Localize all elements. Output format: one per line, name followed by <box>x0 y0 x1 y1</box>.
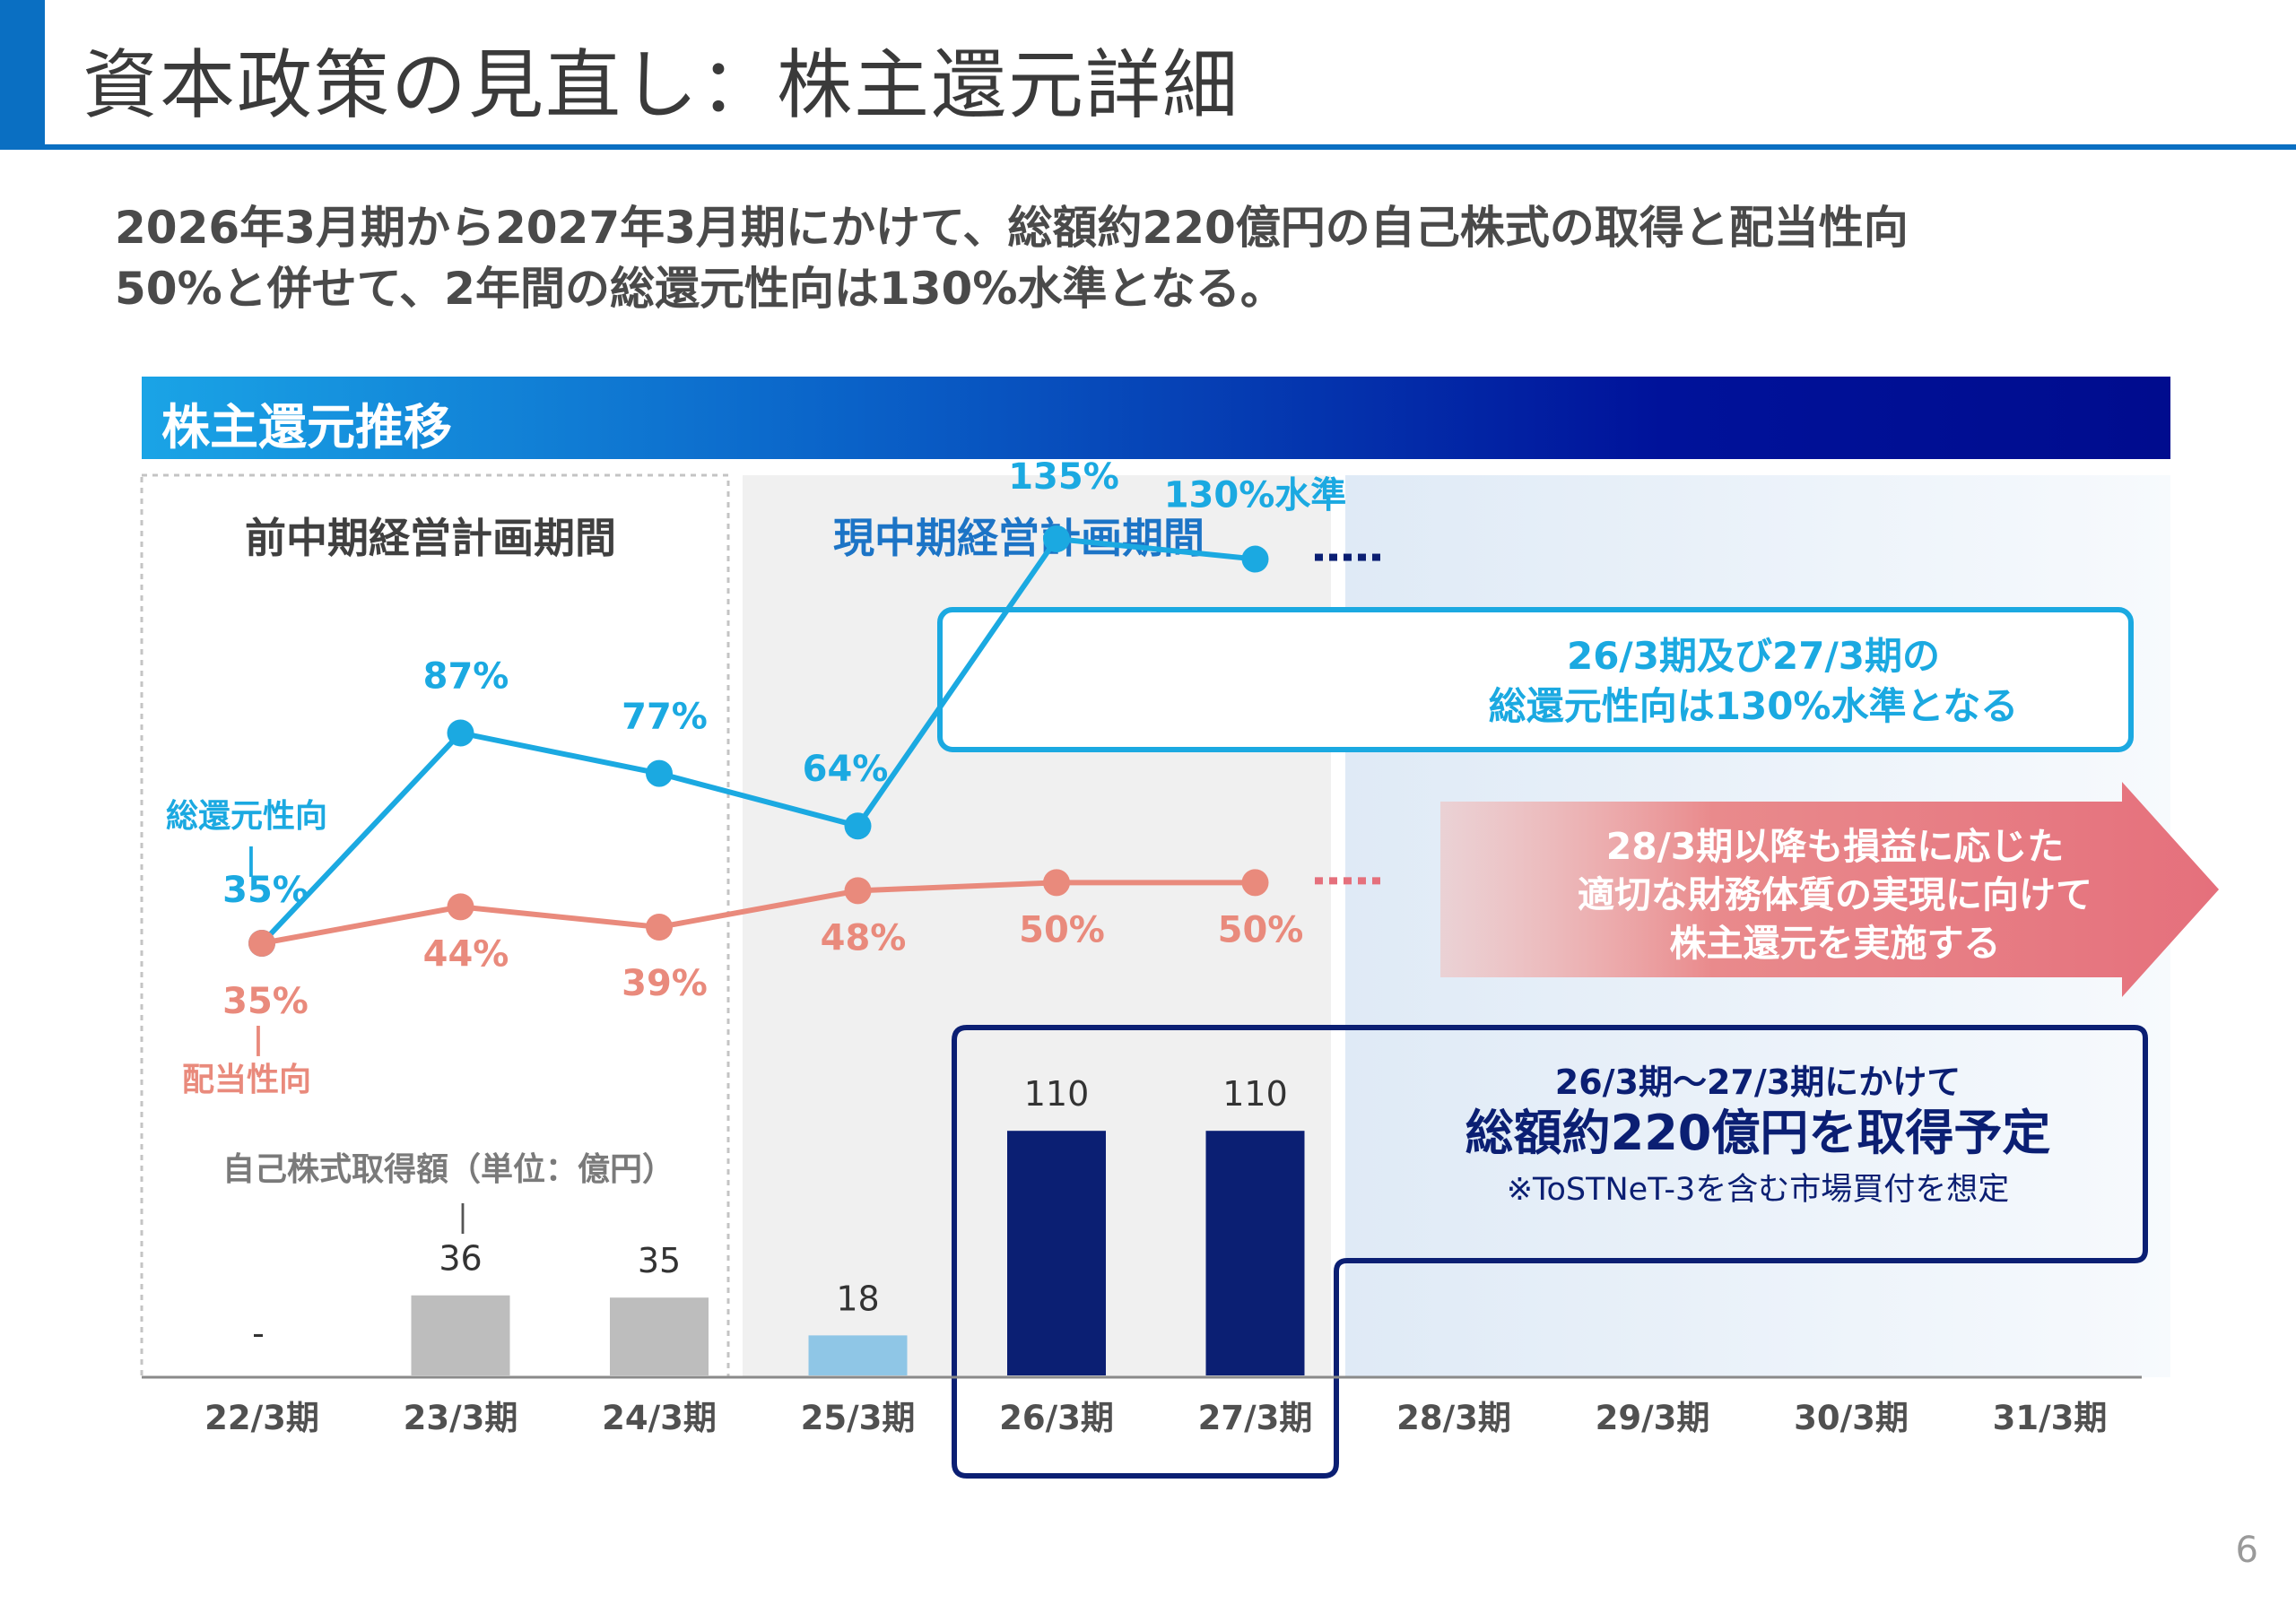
total-return-line <box>259 535 1256 946</box>
payout-point <box>447 893 474 921</box>
buyback-value-label: 110 <box>1222 1074 1288 1114</box>
x-tick-label: 24/3期 <box>602 1399 717 1437</box>
x-tick-label: 23/3期 <box>404 1399 518 1437</box>
total-return-value-label: 77% <box>622 697 708 738</box>
total-return-value-label: 130%水準 <box>1164 475 1347 516</box>
subtitle: 2026年3月期から2027年3月期にかけて、総額約220億円の自己株式の取得と… <box>115 197 2231 319</box>
total-return-value-label: 87% <box>423 655 509 697</box>
payout-value-label: 50% <box>1218 909 1304 950</box>
payout-value-label: 39% <box>622 963 708 1004</box>
total-return-point <box>1043 525 1070 552</box>
payout-point <box>1043 869 1070 897</box>
payout-point <box>1241 869 1269 897</box>
buyback-separator: | <box>457 1199 467 1235</box>
total-return-value-label: 64% <box>803 749 889 790</box>
x-tick-label: 26/3期 <box>999 1399 1114 1437</box>
total-return-value-label: 135% <box>1008 456 1119 498</box>
arrow-text-line-1: 28/3期以降も損益に応じた <box>1606 825 2065 868</box>
buyback-callout-line-3: ※ToSTNeT-3を含む市場買付を想定 <box>1507 1172 2010 1208</box>
arrow-text-line-3: 株主還元を実施する <box>1670 922 2001 965</box>
total-return-callout <box>937 607 2134 752</box>
buyback-callout-line-1: 26/3期～27/3期にかけて <box>1555 1063 1961 1102</box>
total-return-series-name: 総還元性向 <box>166 798 327 835</box>
total-return-point <box>844 812 872 840</box>
total-return-point <box>447 719 474 747</box>
title-accent-bar <box>0 0 45 150</box>
buyback-series-name: 自己株式取得額（単位：億円） <box>222 1151 674 1188</box>
payout-continuation-dot <box>1315 877 1323 885</box>
total-return-point <box>646 759 673 787</box>
section-title: 株主還元推移 <box>161 399 452 455</box>
payout-continuation-dot <box>1358 877 1366 885</box>
x-tick-label: 28/3期 <box>1396 1399 1511 1437</box>
x-tick-label: 29/3期 <box>1596 1399 1710 1437</box>
x-tick-label: 25/3期 <box>801 1399 916 1437</box>
title-rule <box>45 144 2296 150</box>
buyback-callout-line-2: 総額約220億円を取得予定 <box>1465 1105 2051 1161</box>
total-return-continuation-dot <box>1372 553 1380 561</box>
payout-line <box>261 880 1256 946</box>
total-return-callout-line-1: 26/3期及び27/3期の <box>1567 634 1940 678</box>
buyback-value-label: 36 <box>439 1239 482 1279</box>
previous-period-frame <box>140 473 730 1379</box>
payout-first-value: 35% <box>222 981 309 1022</box>
subtitle-line-1: 2026年3月期から2027年3月期にかけて、総額約220億円の自己株式の取得と… <box>115 202 1909 254</box>
page-number: 6 <box>2235 1530 2258 1571</box>
future-policy-arrow <box>1440 782 2219 997</box>
buyback-bar <box>411 1295 510 1375</box>
buyback-bar <box>1205 1131 1305 1375</box>
payout-value-label: 50% <box>1019 909 1105 950</box>
payout-continuation-dot <box>1344 877 1352 885</box>
buyback-callout-frame <box>952 1025 2148 1479</box>
buyback-bar <box>610 1297 709 1375</box>
buyback-bar <box>1007 1131 1106 1375</box>
x-tick-label: 31/3期 <box>1993 1399 2108 1437</box>
total-return-continuation-dot <box>1344 553 1352 561</box>
x-tick-label: 30/3期 <box>1794 1399 1909 1437</box>
payout-series-name: 配当性向 <box>182 1062 311 1098</box>
payout-continuation-dot <box>1329 877 1337 885</box>
payout-point <box>248 930 275 957</box>
arrow-text-line-2: 適切な財務体質の実現に向けて <box>1578 873 2092 916</box>
total-return-separator: | <box>246 842 257 878</box>
x-tick-label: 22/3期 <box>204 1399 319 1437</box>
current-period-label: 現中期経営計画期間 <box>833 514 1205 562</box>
x-tick-label: 27/3期 <box>1198 1399 1313 1437</box>
buyback-value-label: 35 <box>638 1241 681 1280</box>
buyback-value-label: 110 <box>1024 1074 1090 1114</box>
total-return-first-value: 35% <box>222 870 309 911</box>
buyback-bar <box>808 1335 908 1375</box>
payout-point <box>844 877 872 905</box>
buyback-value-label: 18 <box>836 1279 879 1318</box>
previous-period-label: 前中期経営計画期間 <box>245 514 616 562</box>
buyback-value-label: - <box>252 1314 265 1353</box>
total-return-continuation-dot <box>1315 553 1323 561</box>
total-return-continuation-dot <box>1329 553 1337 561</box>
payout-separator: | <box>253 1021 264 1057</box>
section-banner: 株主還元推移 <box>142 377 2170 459</box>
payout-value-label: 48% <box>821 917 907 958</box>
page-title: 資本政策の見直し：株主還元詳細 <box>83 41 1240 129</box>
payout-point <box>646 913 673 941</box>
subtitle-line-2: 50%と併せて、2年間の総還元性向は130%水準となる。 <box>115 263 1285 315</box>
total-return-point <box>1241 545 1269 573</box>
payout-continuation-dot <box>1372 877 1380 885</box>
payout-value-label: 44% <box>423 933 509 975</box>
total-return-callout-line-2: 総還元性向は130%水準となる <box>1489 684 2019 728</box>
total-return-continuation-dot <box>1358 553 1366 561</box>
